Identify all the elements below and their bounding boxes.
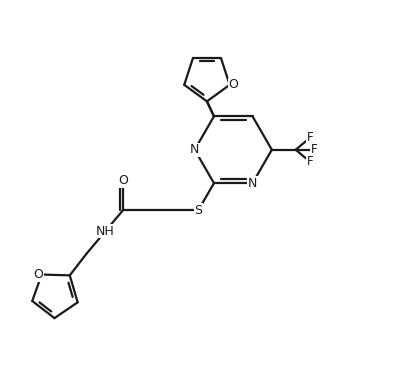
Text: O: O [33,268,43,281]
Text: N: N [248,177,257,189]
Text: F: F [311,143,318,156]
Text: F: F [307,155,313,168]
Text: O: O [228,78,238,91]
Text: O: O [118,174,128,187]
Text: F: F [307,131,313,144]
Text: NH: NH [96,225,115,238]
Text: S: S [194,204,202,217]
Text: N: N [190,143,199,156]
